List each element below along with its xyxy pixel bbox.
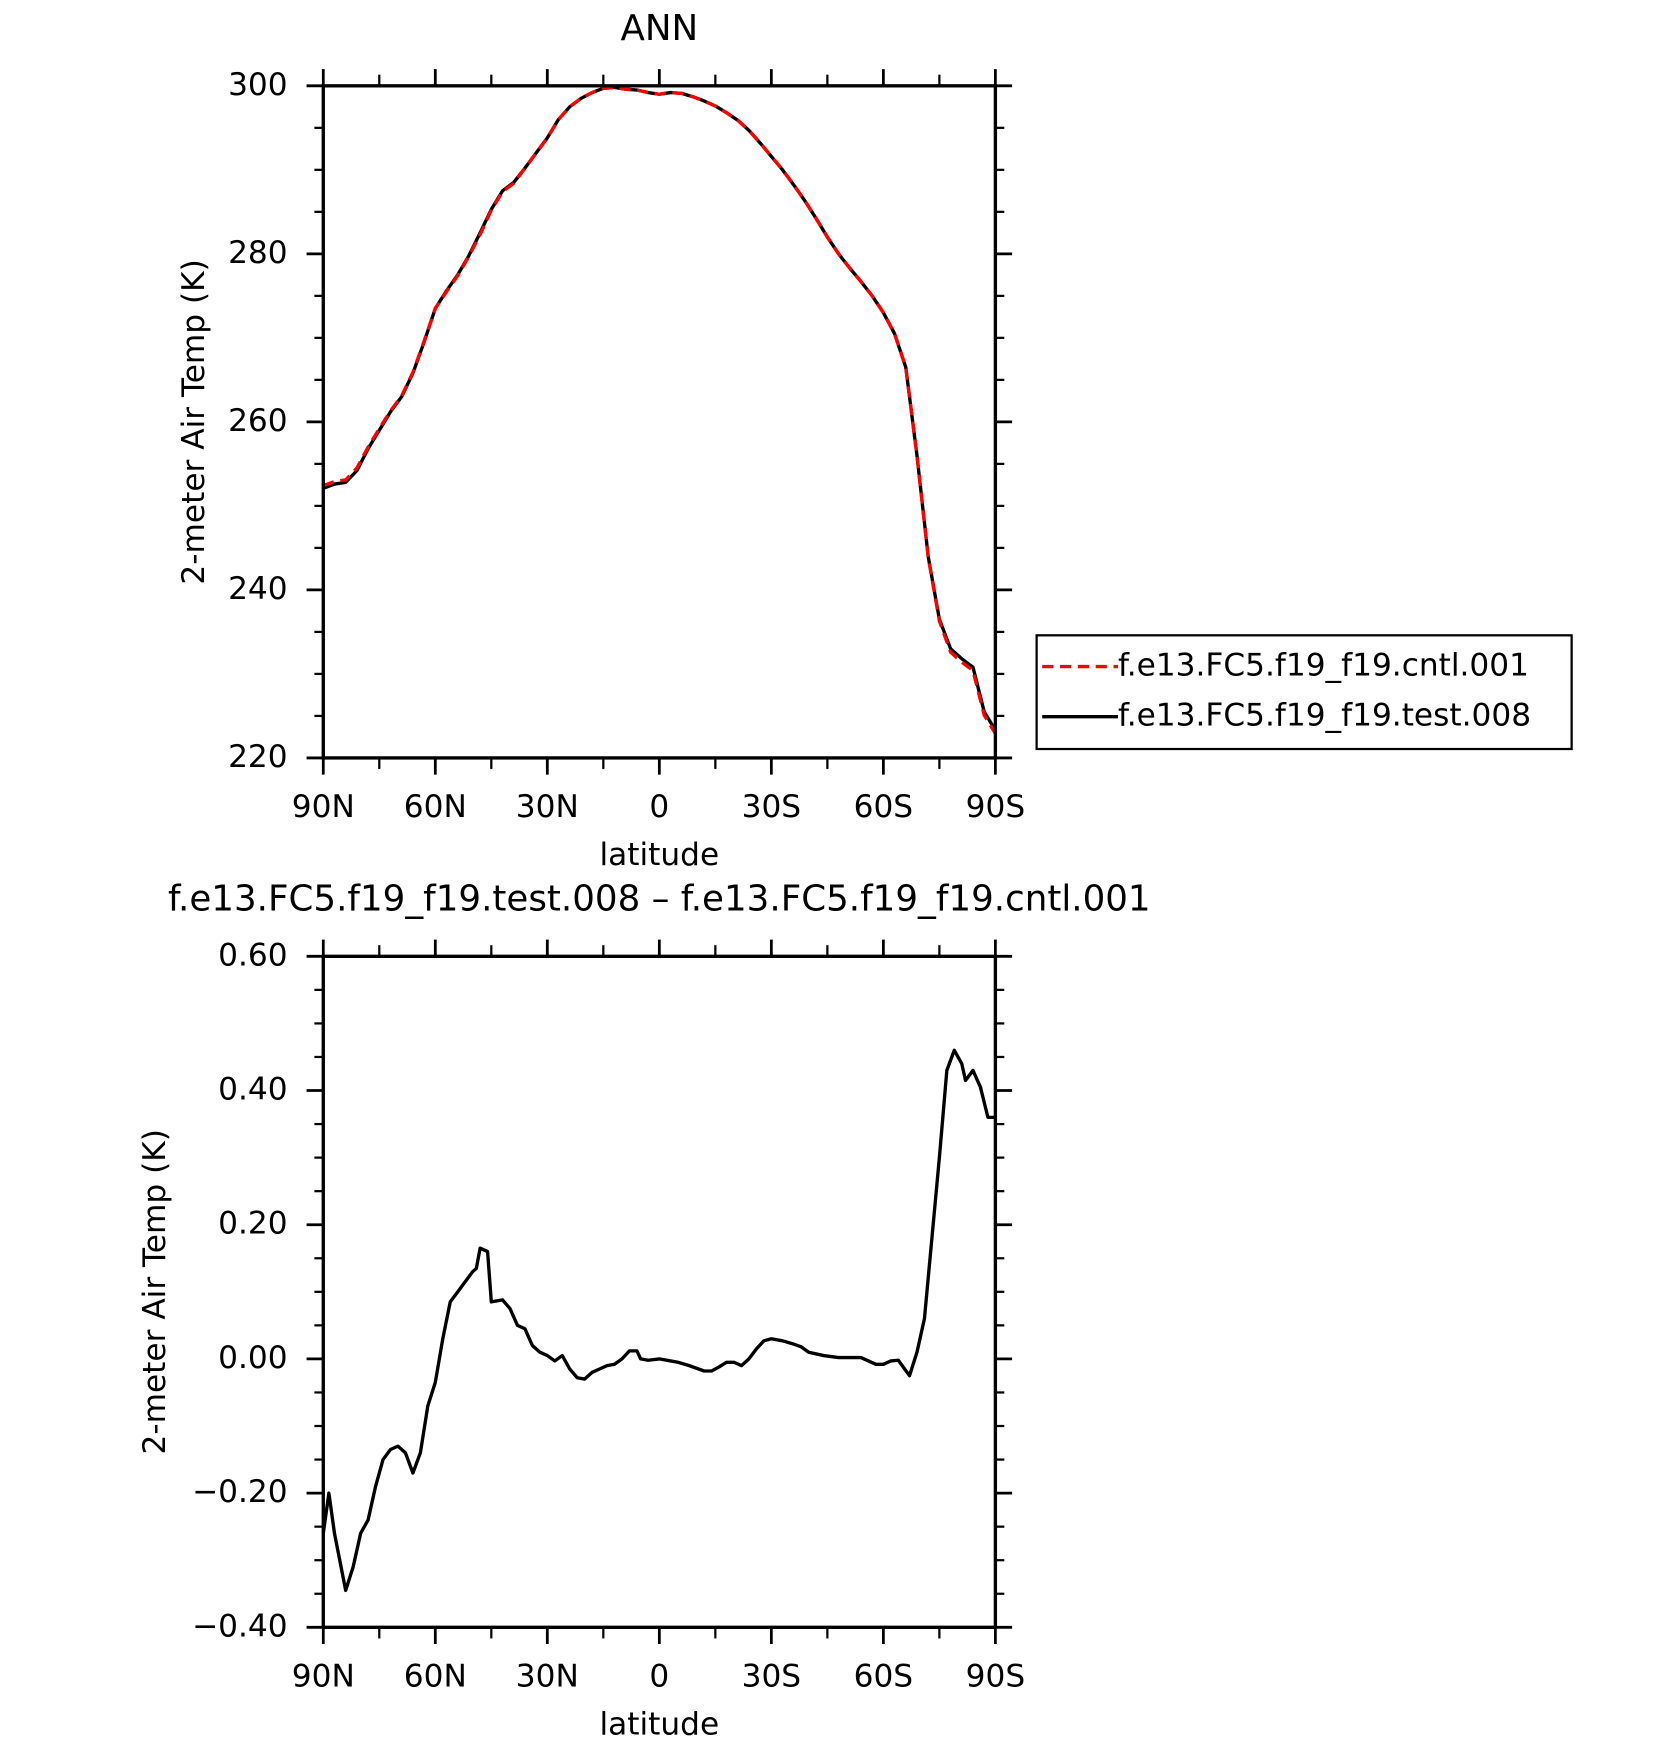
y-tick-label: 260 <box>228 403 288 439</box>
y-tick-label: −0.20 <box>192 1474 288 1510</box>
x-tick-label: 60S <box>854 1658 913 1694</box>
y-tick-label: 0.40 <box>218 1072 287 1108</box>
x-tick-label: 90N <box>292 789 355 825</box>
y-axis-label: 2-meter Air Temp (K) <box>137 1129 173 1454</box>
x-tick-label: 30N <box>516 789 579 825</box>
x-tick-label: 60N <box>404 789 467 825</box>
x-axis-label: latitude <box>600 837 720 873</box>
legend-box <box>1035 634 1573 751</box>
x-tick-label: 60S <box>854 789 913 825</box>
y-tick-label: −0.40 <box>192 1608 288 1644</box>
x-tick-label: 30N <box>516 1658 579 1694</box>
x-tick-label: 30S <box>742 1658 801 1694</box>
y-axis-label: 2-meter Air Temp (K) <box>176 259 212 584</box>
x-tick-label: 60N <box>404 1658 467 1694</box>
data-line <box>322 85 997 732</box>
x-tick-label: 30S <box>742 789 801 825</box>
y-tick-label: 0.00 <box>218 1340 287 1376</box>
x-axis-label: latitude <box>600 1706 720 1741</box>
x-tick-label: 90S <box>966 1658 1025 1694</box>
legend-label: f.e13.FC5.f19_f19.cntl.001 <box>1118 648 1529 684</box>
x-tick-label: 90N <box>292 1658 355 1694</box>
x-tick-label: 0 <box>649 789 669 825</box>
chart-title: ANN <box>620 8 698 49</box>
chart-title: f.e13.FC5.f19_f19.test.008 – f.e13.FC5.f… <box>168 879 1151 920</box>
legend-label: f.e13.FC5.f19_f19.test.008 <box>1118 698 1531 734</box>
plot-frame <box>321 954 998 1629</box>
x-tick-label: 90S <box>966 789 1025 825</box>
data-line <box>321 1048 996 1593</box>
data-line <box>322 85 997 735</box>
legend: f.e13.FC5.f19_f19.cntl.001 f.e13.FC5.f19_… <box>1035 634 1573 751</box>
y-tick-label: 0.60 <box>218 937 287 973</box>
y-tick-label: 0.20 <box>218 1206 287 1242</box>
y-tick-label: 220 <box>228 739 288 775</box>
plot-frame <box>321 84 998 760</box>
y-tick-label: 280 <box>228 235 288 271</box>
y-tick-label: 240 <box>228 571 288 607</box>
y-tick-label: 300 <box>228 67 288 103</box>
x-tick-label: 0 <box>649 1658 669 1694</box>
